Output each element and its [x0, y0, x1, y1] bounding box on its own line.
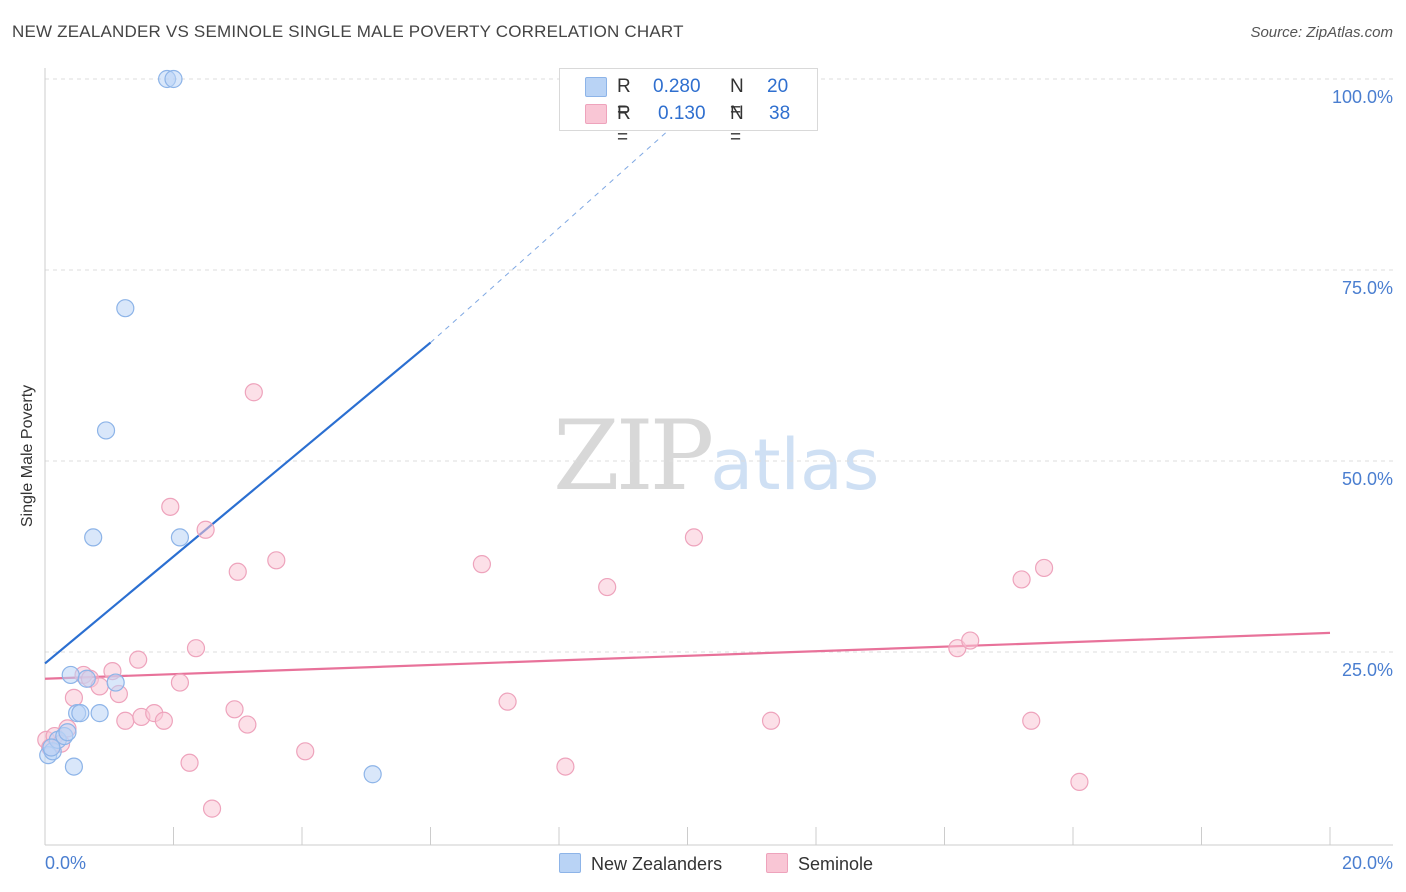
legend-n-value: 38: [769, 103, 791, 124]
point-seminole: [556, 757, 575, 776]
point-new-zealanders: [116, 299, 135, 318]
legend-swatch-pink: [585, 104, 607, 124]
point-new-zealanders: [71, 704, 90, 723]
point-new-zealanders: [170, 528, 190, 547]
point-seminole: [1022, 711, 1041, 730]
trendline-seminole: [44, 631, 1331, 680]
point-seminole: [296, 742, 315, 761]
point-seminole: [129, 650, 148, 669]
point-seminole: [180, 753, 199, 772]
point-seminole: [170, 673, 190, 692]
bottom-legend-new-zealanders: New Zealanders: [559, 852, 722, 876]
bottom-legend-label: New Zealanders: [591, 854, 723, 874]
point-seminole: [186, 639, 206, 658]
point-seminole: [761, 711, 781, 730]
watermark-zip: ZIP: [553, 400, 714, 512]
point-new-zealanders: [61, 665, 80, 685]
point-seminole: [154, 711, 173, 730]
point-seminole: [1070, 772, 1089, 791]
legend-n-value: 20: [767, 76, 789, 97]
watermark-atlas: atlas: [710, 424, 880, 506]
bottom-legend-label: Seminole: [798, 854, 874, 874]
point-seminole: [116, 711, 135, 730]
source-label: Source: ZipAtlas.com: [1250, 24, 1393, 41]
point-new-zealanders: [164, 69, 183, 89]
legend-n-label: N =: [730, 103, 744, 148]
point-new-zealanders: [42, 738, 61, 757]
point-seminole: [1012, 570, 1031, 589]
point-seminole: [961, 631, 980, 650]
correlation-legend: R = 0.280 N = 20 R = 0.130 N = 38: [559, 68, 818, 148]
point-new-zealanders: [84, 528, 103, 547]
point-new-zealanders: [77, 669, 96, 688]
point-seminole: [684, 528, 704, 547]
point-seminole: [238, 715, 257, 734]
y-tick-label: 75.0%: [1342, 278, 1393, 298]
point-seminole: [472, 555, 491, 574]
legend-swatch-blue: [585, 77, 607, 97]
point-seminole: [498, 692, 517, 711]
chart-title: NEW ZEALANDER VS SEMINOLE SINGLE MALE PO…: [12, 22, 684, 41]
watermark: ZIPatlas: [553, 400, 879, 512]
legend-r-label: R =: [617, 76, 631, 121]
legend-r-label: R =: [617, 103, 631, 148]
y-tick-label: 25.0%: [1342, 660, 1393, 680]
point-new-zealanders: [363, 765, 382, 784]
legend-r-value: 0.130: [658, 103, 706, 124]
point-seminole: [598, 577, 617, 597]
point-seminole: [196, 520, 215, 539]
bottom-legend-swatch-blue: [559, 853, 581, 873]
point-seminole: [1034, 558, 1054, 578]
point-new-zealanders: [58, 723, 77, 742]
point-seminole: [244, 383, 263, 402]
point-seminole: [267, 551, 286, 570]
point-new-zealanders: [106, 673, 125, 692]
x-tick-label: 0.0%: [45, 853, 86, 873]
bottom-legend-seminole: Seminole: [766, 852, 873, 876]
point-new-zealanders: [90, 704, 109, 723]
point-new-zealanders: [96, 421, 116, 440]
point-seminole: [64, 688, 84, 707]
point-new-zealanders: [64, 757, 84, 776]
y-axis-label: Single Male Poverty: [19, 384, 36, 528]
trendline-new-zealanders: [44, 341, 432, 665]
point-seminole: [161, 497, 180, 516]
point-seminole: [228, 562, 247, 581]
y-tick-label: 100.0%: [1332, 87, 1393, 107]
bottom-legend-swatch-pink: [766, 853, 788, 873]
y-tick-label: 50.0%: [1342, 469, 1393, 489]
legend-n-label: N =: [730, 76, 744, 121]
x-tick-label: 20.0%: [1342, 853, 1393, 873]
point-seminole: [225, 700, 244, 719]
legend-r-value: 0.280: [653, 76, 701, 97]
point-seminole: [202, 799, 222, 818]
